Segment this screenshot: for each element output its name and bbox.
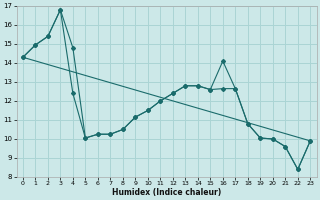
X-axis label: Humidex (Indice chaleur): Humidex (Indice chaleur) [112,188,221,197]
